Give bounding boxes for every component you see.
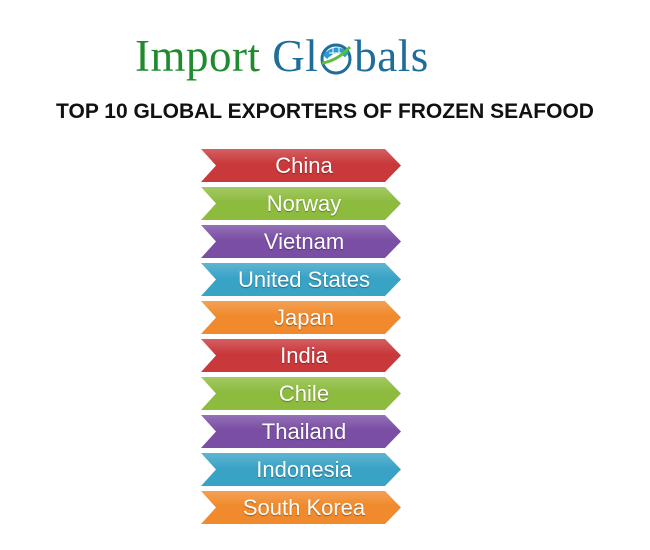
exporter-chevron-8: Thailand <box>201 415 401 448</box>
exporter-chevron-3: Vietnam <box>201 225 401 258</box>
exporter-label: Thailand <box>261 419 347 444</box>
exporter-chevron-5: Japan <box>201 301 401 334</box>
import-globals-logo: Import Gl bals <box>135 30 429 82</box>
exporter-chevron-10: South Korea <box>201 491 401 524</box>
page-title: TOP 10 GLOBAL EXPORTERS OF FROZEN SEAFOO… <box>56 100 594 123</box>
exporter-label: Chile <box>278 381 330 406</box>
exporter-label: Japan <box>274 305 334 330</box>
exporter-label: China <box>275 153 333 178</box>
exporter-label: India <box>280 343 328 368</box>
exporter-chevron-2: Norway <box>201 187 401 220</box>
exporter-label: Vietnam <box>263 229 345 254</box>
logo-text-bals: bals <box>354 31 429 81</box>
exporter-list: China Norway Vietnam United States Japan Indi… <box>201 149 401 529</box>
exporter-label: Indonesia <box>256 457 352 482</box>
logo-text-import: Import <box>135 31 261 81</box>
exporter-chevron-6: India <box>201 339 401 372</box>
exporter-label: United States <box>237 267 371 292</box>
exporter-chevron-1: China <box>201 149 401 182</box>
exporter-label: South Korea <box>242 495 366 520</box>
exporter-label: Norway <box>266 191 342 216</box>
exporter-chevron-7: Chile <box>201 377 401 410</box>
exporter-chevron-4: United States <box>201 263 401 296</box>
exporter-chevron-9: Indonesia <box>201 453 401 486</box>
logo-text-gl: Gl <box>272 31 319 81</box>
globe-icon <box>319 34 353 75</box>
